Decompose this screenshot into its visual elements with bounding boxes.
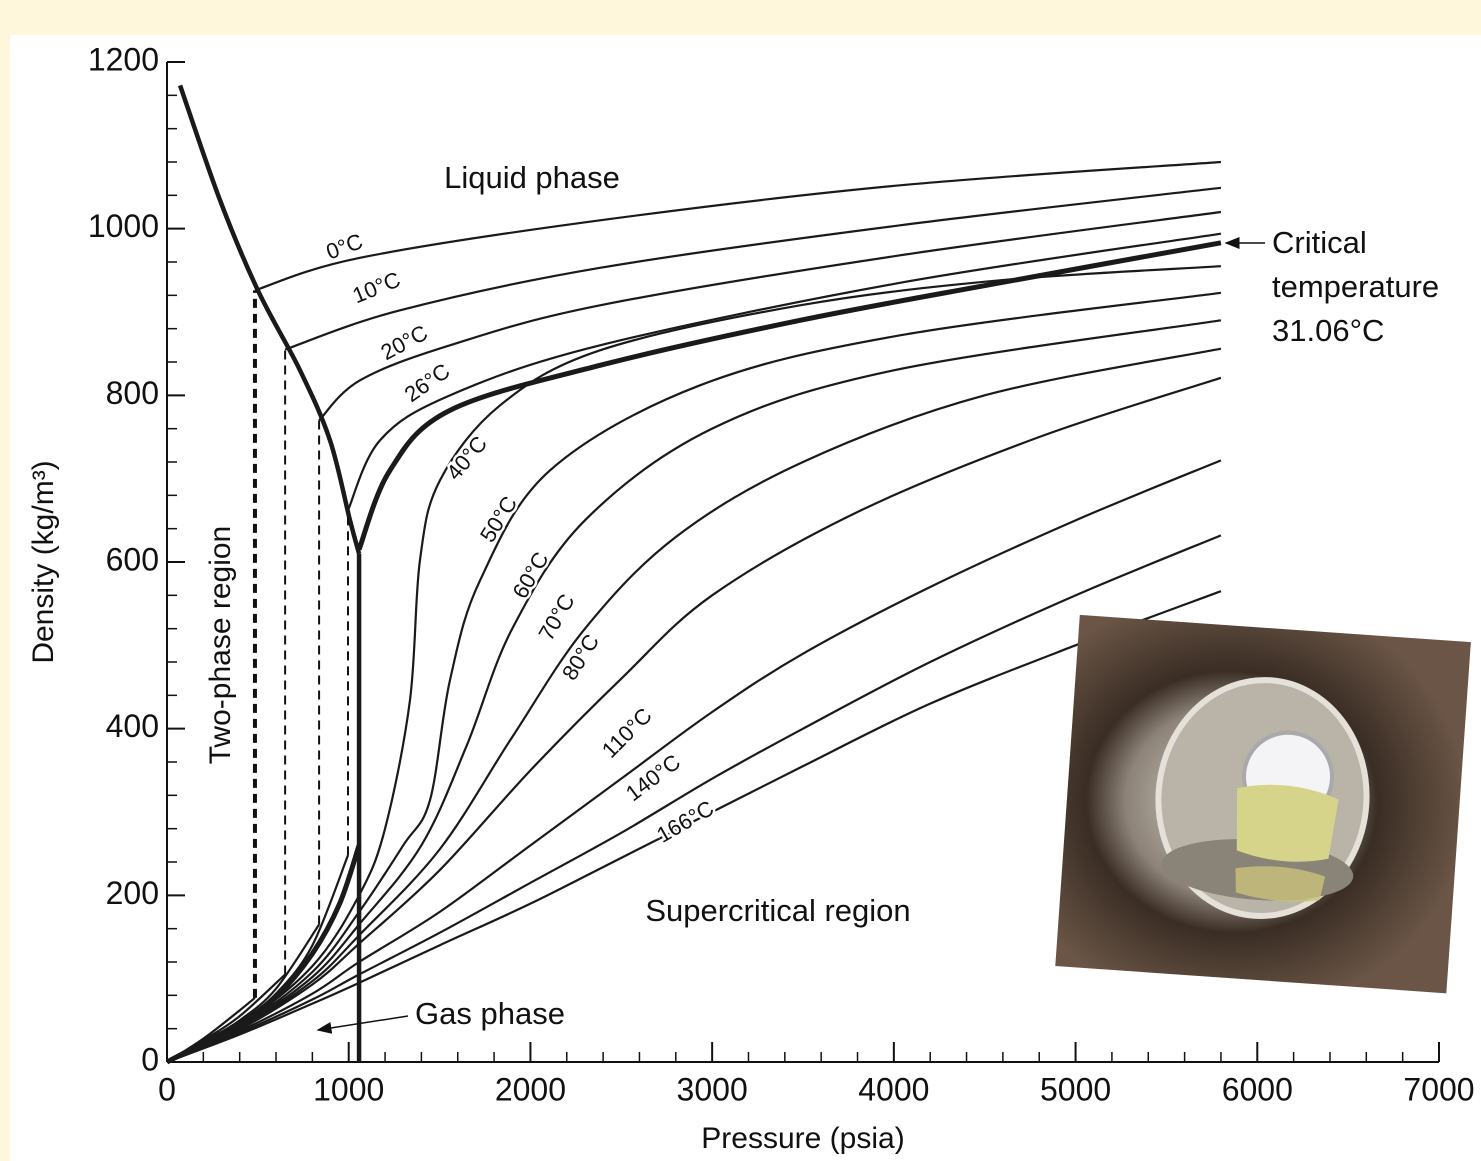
x-tick-label: 7000 [1403, 1071, 1474, 1107]
x-tick-label: 6000 [1222, 1071, 1293, 1107]
y-tick-label: 400 [106, 708, 159, 744]
x-tick-label: 3000 [677, 1071, 748, 1107]
critical-label: Critical [1272, 225, 1367, 260]
y-tick-label: 200 [106, 875, 159, 911]
region-label: Liquid phase [444, 160, 620, 195]
x-tick-label: 1000 [313, 1071, 384, 1107]
y-tick-label: 600 [106, 541, 159, 577]
region-label: Gas phase [415, 996, 565, 1031]
critical-label: temperature [1272, 269, 1439, 304]
page: 0 200 400 600 800 1000 1200 0 1000 2000 3000 4000 50… [0, 0, 1481, 1161]
y-tick-label: 0 [141, 1041, 159, 1077]
x-tick-label: 2000 [495, 1071, 566, 1107]
region-label: Two-phase region [204, 526, 237, 764]
critical-label: 31.06°C [1272, 313, 1384, 348]
y-tick-label: 800 [106, 375, 159, 411]
x-axis-label: Pressure (psia) [701, 1122, 904, 1155]
y-axis-label: Density (kg/m³) [27, 460, 60, 663]
chart: 0 200 400 600 800 1000 1200 0 1000 2000 3000 4000 50… [0, 0, 1481, 1161]
y-tick-label: 1000 [88, 208, 159, 244]
x-tick-label: 5000 [1040, 1071, 1111, 1107]
x-tick-label: 4000 [858, 1071, 929, 1107]
region-label: Supercritical region [645, 893, 910, 928]
x-tick-label: 0 [158, 1071, 176, 1107]
inset-photo [1055, 615, 1471, 993]
y-tick-label: 1200 [88, 41, 159, 77]
